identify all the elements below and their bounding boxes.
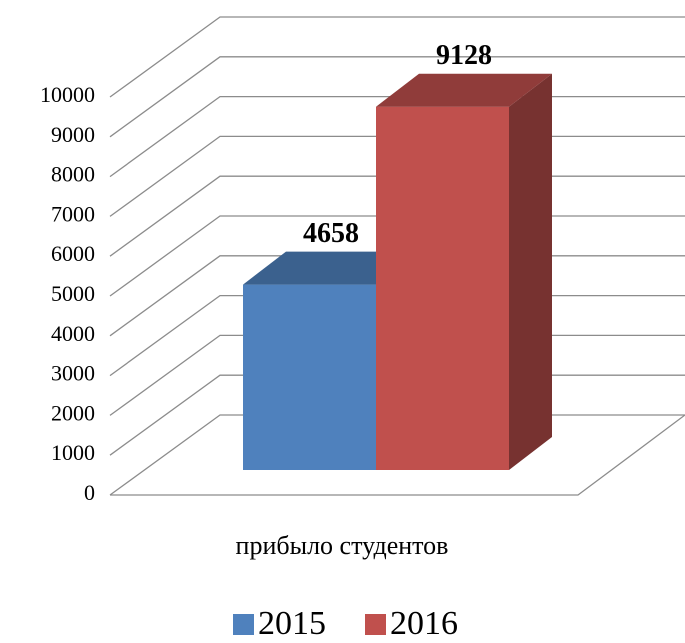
bar-side [509, 73, 552, 470]
legend-label: 2016 [390, 605, 458, 642]
grid-line [109, 16, 685, 98]
data-label: 4658 [303, 218, 359, 249]
bar-top [376, 73, 552, 107]
y-tick-label: 7000 [51, 201, 95, 226]
x-tick-label: прибыло студентов [236, 531, 449, 560]
data-label: 9128 [436, 40, 492, 71]
y-tick-label: 1000 [51, 440, 95, 465]
y-tick-label: 9000 [51, 122, 95, 147]
legend-swatch [365, 614, 386, 635]
y-tick-label: 2000 [51, 400, 95, 425]
floor [110, 414, 685, 496]
y-tick-label: 10000 [40, 82, 95, 107]
y-tick-label: 4000 [51, 321, 95, 346]
y-tick-label: 5000 [51, 281, 95, 306]
bar [376, 106, 509, 470]
legend-label: 2015 [258, 605, 326, 642]
bar [243, 284, 376, 470]
y-tick-label: 6000 [51, 241, 95, 266]
y-tick-label: 8000 [51, 162, 95, 187]
y-tick-label: 0 [84, 480, 95, 505]
bar-top [243, 251, 419, 285]
legend-swatch [233, 614, 254, 635]
grid-line [109, 56, 685, 138]
y-tick-label: 3000 [51, 361, 95, 386]
